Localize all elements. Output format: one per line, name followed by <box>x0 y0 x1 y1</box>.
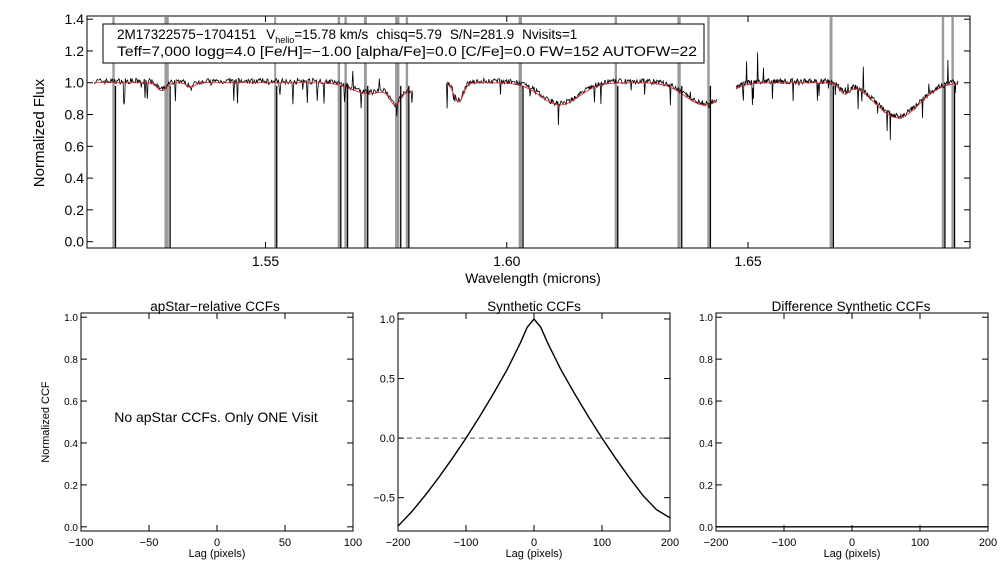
difference-ccf-panel: Difference Synthetic CCFs −200 −100 0 100 20… <box>699 299 997 560</box>
spectrum-xlabel: Wavelength (microns) <box>465 270 601 286</box>
synthetic-xtick-label: −200 <box>386 537 411 549</box>
apstar-xtick-label: 0 <box>214 537 220 549</box>
apstar-title: apStar−relative CCFs <box>150 299 280 314</box>
synthetic-xtick-label: 100 <box>593 537 611 549</box>
annotation-star-id: 2M17322575−1704151 <box>117 27 256 42</box>
annotation-snr: S/N=281.9 <box>450 27 514 42</box>
annotation-vhelio-subscript: helio <box>275 35 294 45</box>
masked-pixel-band <box>941 17 945 248</box>
annotation-vhelio-symbol: V <box>266 27 275 42</box>
difference-xtick-label: 0 <box>849 537 855 549</box>
spectrum-ytick-label: 1.2 <box>65 43 85 59</box>
apstar-ytick-label: 0.8 <box>64 355 78 366</box>
annotation-line-2: Teff=7,000 logg=4.0 [Fe/H]=−1.00 [alpha/… <box>117 44 697 59</box>
spectrum-xtick-label: 1.55 <box>252 253 279 269</box>
masked-pixel-band <box>405 17 409 248</box>
synthetic-ccf-panel: Synthetic CCFs −200 −100 0 100 200 −0.5 0.0 0.5… <box>373 299 679 560</box>
apstar-xtick-label: −50 <box>140 537 159 549</box>
masked-pixel-band <box>363 17 367 248</box>
difference-ytick-label: 0.0 <box>699 523 713 534</box>
observed-spectrum-chip-3 <box>735 52 959 141</box>
difference-xlabel: Lag (pixels) <box>824 548 881 560</box>
spectrum-xtick-label: 1.60 <box>493 253 520 269</box>
apstar-ytick-label: 0.4 <box>64 439 78 450</box>
masked-pixel-band <box>829 17 833 248</box>
difference-xtick-label: −100 <box>772 537 797 549</box>
spectrum-ytick-label: 0.6 <box>65 138 85 154</box>
masked-pixel-band <box>344 17 347 248</box>
synthetic-xtick-label: −100 <box>454 537 479 549</box>
synthetic-ytick-label: 0.5 <box>380 374 395 386</box>
annotation-chisq: chisq=5.79 <box>376 27 442 42</box>
synthetic-xlabel: Lag (pixels) <box>506 548 563 560</box>
spectrum-ytick-label: 0.4 <box>65 170 85 186</box>
masked-pixel-band <box>677 17 681 248</box>
masked-pixel-band <box>707 17 710 248</box>
apstar-ytick-label: 0.6 <box>64 397 78 408</box>
synthetic-xtick-label: 0 <box>531 537 537 549</box>
spectrum-ytick-label: 0.8 <box>65 107 85 123</box>
difference-xtick-label: −200 <box>704 537 729 549</box>
spectrum-xtick-label: 1.65 <box>734 253 761 269</box>
spectrum-ytick-label: 1.4 <box>65 11 85 27</box>
difference-ytick-label: 0.2 <box>699 481 713 492</box>
apstar-ytick-label: 0.2 <box>64 481 78 492</box>
model-spectrum-chip-3 <box>735 82 958 119</box>
masked-pixel-band <box>164 17 169 248</box>
apstar-no-data-message: No apStar CCFs. Only ONE Visit <box>114 409 318 425</box>
spectrum-annotation-box: 2M17322575−1704151 Vhelio=15.78 km/s chisq… <box>102 23 705 64</box>
apstar-ylabel: Normalized CCF <box>40 381 52 463</box>
apstar-ytick-label: 1.0 <box>64 313 78 324</box>
synthetic-xtick-label: 200 <box>661 537 679 549</box>
difference-title: Difference Synthetic CCFs <box>772 299 931 314</box>
spectrum-panel: 1.55 1.60 1.65 0.0 0.2 0.4 0.6 0.8 1.0 1.2 1.4 2M1… <box>31 11 971 286</box>
synthetic-ytick-label: 1.0 <box>380 314 395 326</box>
masked-pixel-band <box>337 17 341 248</box>
spectrum-axis-ticks: 1.55 1.60 1.65 0.0 0.2 0.4 0.6 0.8 1.0 1.2 1.4 <box>65 11 970 269</box>
spectrum-plot-area <box>93 17 959 248</box>
spectrum-ytick-label: 1.0 <box>65 75 85 91</box>
synthetic-axis-ticks: −200 −100 0 100 200 −0.5 0.0 0.5 1.0 <box>373 313 679 549</box>
annotation-vhelio-value: =15.78 km/s <box>294 27 368 42</box>
synthetic-ytick-label: 0.0 <box>380 433 395 445</box>
difference-ytick-label: 0.6 <box>699 397 713 408</box>
difference-axis-ticks: −200 −100 0 100 200 0.0 0.2 0.4 0.6 0.8 1.0 <box>699 313 997 549</box>
apstar-ccf-panel: apStar−relative CCFs −100 −50 0 50 100 0.0 0.2… <box>40 299 362 560</box>
masked-pixel-band <box>274 17 277 248</box>
spectrum-ylabel: Normalized Flux <box>31 78 48 187</box>
synthetic-title: Synthetic CCFs <box>487 299 581 314</box>
difference-xtick-label: 100 <box>911 537 929 549</box>
spectrum-plot-frame <box>86 15 971 249</box>
apstar-xtick-label: 100 <box>344 537 362 549</box>
masked-pixel-band <box>518 17 522 248</box>
masked-pixel-band <box>951 17 954 248</box>
masked-pixel-band <box>614 17 618 248</box>
annotation-frame <box>102 23 705 64</box>
synthetic-ytick-label: −0.5 <box>373 493 395 505</box>
apstar-xtick-label: 50 <box>279 537 291 549</box>
masked-pixel-band <box>395 17 400 248</box>
annotation-line-1: 2M17322575−1704151 Vhelio=15.78 km/s chisq… <box>117 27 577 45</box>
difference-ytick-label: 0.8 <box>699 355 713 366</box>
spectrum-ytick-label: 0.0 <box>65 234 85 250</box>
apstar-ytick-label: 0.0 <box>64 523 78 534</box>
annotation-nvisits: Nvisits=1 <box>522 27 577 42</box>
difference-ytick-label: 0.4 <box>699 439 713 450</box>
masked-pixel-band <box>112 17 115 248</box>
difference-ytick-label: 1.0 <box>699 313 713 324</box>
model-spectrum-chip-2 <box>446 82 717 106</box>
observed-spectrum-chip-2 <box>446 77 718 126</box>
spectrum-ytick-label: 0.2 <box>65 202 85 218</box>
model-spectrum-chip-1 <box>94 82 413 106</box>
difference-xtick-label: 200 <box>979 537 997 549</box>
apstar-axis-ticks: −100 −50 0 50 100 0.0 0.2 0.4 0.6 0.8 1.0 <box>64 313 362 549</box>
apstar-xlabel: Lag (pixels) <box>189 548 246 560</box>
apstar-xtick-label: −100 <box>69 537 94 549</box>
